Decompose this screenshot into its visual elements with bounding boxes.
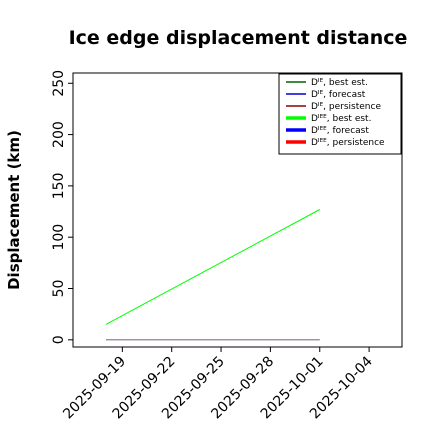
- plot-area: [72, 72, 403, 348]
- legend-label-1: Dᴵᴱ, forecast: [311, 90, 366, 100]
- y-tick-label-2: 100: [51, 224, 67, 251]
- y-tick-label-5: 250: [51, 70, 67, 97]
- legend: Dᴵᴱ, best est. Dᴵᴱ, forecast Dᴵᴱ, persiste…: [278, 73, 402, 155]
- y-tick-label-1: 50: [51, 280, 67, 298]
- y-tick-label-0: 0: [51, 335, 67, 344]
- legend-label-0: Dᴵᴱ, best est.: [311, 78, 368, 88]
- series-line-3: [105, 209, 321, 325]
- y-tick-label-4: 200: [51, 121, 67, 148]
- y-axis: 0 50 100 150 200 250: [51, 70, 73, 344]
- legend-label-3: Dᴵᴱᴱ, best est.: [311, 114, 371, 124]
- plot-frame: [72, 72, 403, 348]
- legend-label-2: Dᴵᴱ, persistence: [311, 102, 381, 112]
- x-axis: 2025-09-192025-09-222025-09-252025-09-28…: [60, 347, 376, 422]
- y-tick-label-3: 150: [51, 173, 67, 200]
- legend-label-5: Dᴵᴱᴱ, persistence: [311, 138, 385, 148]
- y-axis-label: Displacement (km): [5, 130, 23, 290]
- legend-label-4: Dᴵᴱᴱ, forecast: [311, 126, 369, 136]
- chart-title: Ice edge displacement distance: [69, 27, 408, 49]
